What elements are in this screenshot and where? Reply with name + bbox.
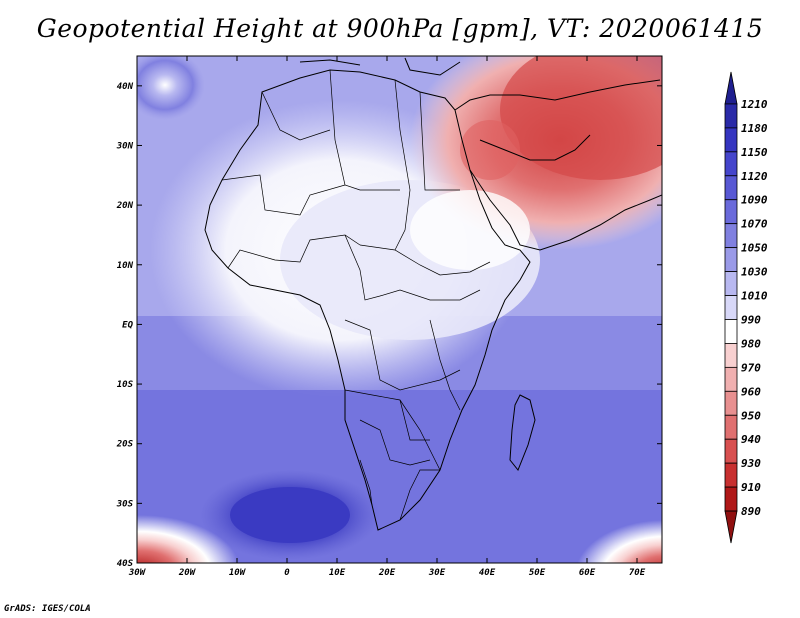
lon-label: 30E: [428, 568, 446, 578]
colorbar-label: 950: [741, 409, 761, 422]
colorbar-label: 1120: [741, 170, 768, 183]
colorbar-swatch: [724, 366, 738, 392]
lon-label: 70E: [629, 568, 646, 578]
colorbar-swatch: [724, 319, 738, 344]
colorbar-swatch: [724, 295, 738, 320]
colorbar-swatch: [724, 414, 738, 440]
lon-label: 10E: [329, 568, 346, 578]
lon-label: 0: [284, 568, 290, 578]
arabia-south-coast: [469, 169, 662, 251]
colorbar-swatch: [724, 271, 738, 296]
colorbar-label: 1180: [741, 122, 768, 135]
colorbar-label: 990: [741, 313, 761, 326]
lat-label: 30S: [116, 499, 134, 509]
colorbar-top-triangle: [724, 71, 738, 105]
colorbar-label: 1210: [741, 98, 768, 111]
colorbar-swatch: [724, 462, 738, 488]
lon-label: 30W: [128, 568, 147, 578]
colorbar-label: 930: [741, 457, 761, 470]
lat-label: 30N: [116, 141, 134, 151]
colorbar-label: 940: [741, 433, 761, 446]
lat-label: 40S: [117, 559, 134, 569]
colorbar-label: 910: [741, 481, 761, 494]
longitude-axis: 30W 20W 10W 0 10E 20E 30E 40E 50E 60E 70E: [128, 56, 646, 578]
persian-gulf: [479, 134, 591, 161]
colorbar-swatch: [724, 343, 738, 368]
borders: [221, 69, 491, 521]
lon-label: 20E: [378, 568, 396, 578]
height-field: [137, 56, 662, 563]
grads-credit: GrADS: IGES/COLA: [4, 604, 91, 614]
colorbar-swatch: [724, 390, 738, 416]
lon-label: 20W: [178, 568, 197, 578]
colorbar-label: 1070: [741, 218, 768, 231]
europe-coast: [299, 59, 361, 66]
colorbar-label: 1090: [741, 194, 768, 207]
colorbar-label: 1050: [741, 242, 768, 255]
colorbar-label: 970: [741, 361, 761, 374]
colorbar-swatch: [724, 103, 738, 129]
colorbar-swatch: [724, 151, 738, 177]
latitude-axis: 40N 30N 20N 10N EQ 10S 20S 30S 40S: [116, 82, 662, 569]
colorbar-label: 890: [741, 505, 761, 518]
colorbar-label: 960: [741, 385, 761, 398]
mediterranean-east: [404, 57, 461, 76]
colorbar-swatch: [724, 247, 738, 272]
madagascar: [509, 394, 536, 471]
colorbar-swatch: [724, 199, 738, 225]
lat-label: EQ: [122, 320, 133, 330]
lat-label: 20N: [116, 201, 134, 211]
lat-label: 10N: [117, 261, 134, 271]
colorbar-swatch: [724, 127, 738, 153]
colorbar-label: 1150: [741, 146, 768, 159]
plot-frame: [136, 55, 663, 564]
lon-label: 40E: [479, 568, 496, 578]
lon-label: 10W: [229, 568, 247, 578]
colorbar-swatch: [724, 223, 738, 249]
lon-label: 50E: [529, 568, 546, 578]
colorbar-swatch: [724, 175, 738, 201]
colorbar-label: 980: [741, 337, 761, 350]
map-title: Geopotential Height at 900hPa [gpm], VT:…: [36, 14, 764, 43]
colorbar-bottom-triangle: [724, 510, 738, 544]
colorbar-label: 1010: [741, 290, 768, 303]
mideast-north-coast: [454, 79, 661, 111]
colorbar-swatch: [724, 438, 738, 464]
colorbar-label: 1030: [741, 266, 768, 279]
lon-label: 60E: [579, 568, 596, 578]
colorbar-swatch: [724, 486, 738, 512]
lat-label: 40N: [117, 82, 134, 92]
lat-label: 10S: [117, 380, 134, 390]
lat-label: 20S: [116, 440, 134, 450]
colorbar: 1210 1180 1150 1120 1090 1070 1050 1030 1010 990 9…: [724, 71, 768, 544]
